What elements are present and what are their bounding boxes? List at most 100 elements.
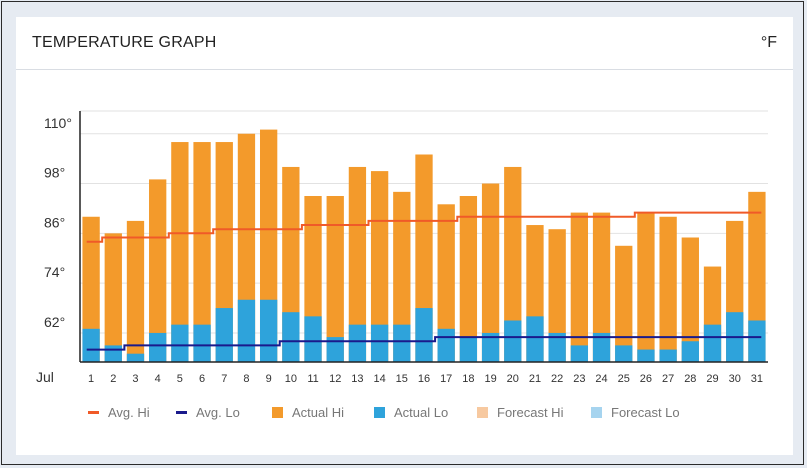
x-tick-label: 16: [418, 373, 430, 385]
x-tick-label: 8: [243, 373, 249, 385]
x-tick-label: 20: [507, 373, 519, 385]
actual-lo-bar: [82, 328, 100, 362]
x-tick-label: 7: [221, 373, 227, 385]
y-tick-label: 62°: [44, 314, 65, 330]
actual-lo-bar: [237, 299, 256, 362]
x-tick-label: 31: [751, 373, 763, 385]
actual-hi-bar: [171, 142, 189, 362]
x-axis-month-label: Jul: [36, 369, 54, 385]
actual-lo-bar: [637, 349, 655, 362]
actual-lo-bar: [104, 345, 122, 362]
temperature-chart: 62°74°86°98°110°Jul 1 2 3 4 5 6 7 8 9 10 11 12 13 14 15…: [36, 110, 768, 385]
actual-hi-bar: [592, 212, 611, 362]
x-tick-label: 11: [307, 373, 318, 385]
actual-lo-bar: [326, 337, 344, 362]
x-tick-label: 10: [285, 373, 297, 385]
actual-hi-bar: [637, 212, 655, 362]
actual-hi-bar: [681, 237, 699, 362]
actual-hi-bar: [193, 142, 211, 362]
actual-lo-bar: [282, 312, 300, 362]
actual-lo-bar: [171, 324, 189, 362]
x-tick-label: 15: [396, 373, 408, 385]
x-tick-label: 23: [573, 373, 585, 385]
actual-lo-bar: [548, 332, 566, 362]
x-tick-label: 9: [266, 373, 272, 385]
actual-hi-bar: [459, 196, 478, 362]
legend-swatch: [477, 407, 488, 418]
x-tick-label: 24: [595, 373, 607, 385]
x-tick-label: 18: [462, 373, 474, 385]
y-tick-label: 110°: [44, 115, 72, 131]
actual-lo-bar: [415, 308, 433, 362]
y-tick-label: 98°: [44, 165, 65, 181]
actual-hi-bar: [659, 216, 677, 362]
legend-label: Actual Lo: [394, 405, 449, 420]
actual-lo-bar: [570, 345, 589, 362]
legend-label: Forecast Lo: [611, 405, 680, 420]
actual-hi-bar: [348, 166, 367, 362]
header-divider: [16, 69, 793, 70]
legend-label: Forecast Hi: [497, 405, 564, 420]
x-tick-label: 26: [640, 373, 652, 385]
chart-legend: Avg. Hi Avg. Lo Actual Hi Actual Lo Forecast…: [16, 405, 793, 425]
legend-item[interactable]: Actual Hi: [272, 405, 344, 420]
legend-item[interactable]: Avg. Lo: [176, 405, 240, 420]
actual-lo-bar: [193, 324, 211, 362]
legend-swatch: [374, 407, 385, 418]
actual-hi-bar: [570, 212, 589, 362]
legend-label: Avg. Hi: [108, 405, 150, 420]
actual-hi-bar: [615, 245, 633, 362]
x-tick-label: 27: [662, 373, 674, 385]
legend-item[interactable]: Forecast Lo: [591, 405, 680, 420]
actual-lo-bar: [215, 308, 233, 362]
actual-lo-bar: [437, 328, 455, 362]
x-tick-label: 17: [440, 373, 452, 385]
x-tick-label: 22: [551, 373, 563, 385]
legend-item[interactable]: Avg. Hi: [88, 405, 150, 420]
legend-swatch: [591, 407, 602, 418]
actual-hi-bar: [104, 233, 122, 362]
actual-hi-bar: [437, 204, 455, 362]
x-tick-label: 6: [199, 373, 205, 385]
x-tick-label: 29: [706, 373, 718, 385]
legend-item[interactable]: Forecast Hi: [477, 405, 563, 420]
actual-lo-bar: [149, 332, 167, 362]
x-tick-label: 4: [155, 373, 161, 385]
actual-hi-bar: [504, 166, 522, 362]
x-tick-label: 30: [729, 373, 741, 385]
x-tick-label: 28: [684, 373, 696, 385]
x-tick-label: 21: [529, 373, 541, 385]
x-tick-label: 12: [329, 373, 341, 385]
x-tick-label: 2: [110, 373, 116, 385]
actual-hi-bar: [126, 220, 145, 362]
actual-lo-bar: [615, 345, 633, 362]
y-tick-label: 74°: [44, 264, 65, 280]
avg-lo-line: [86, 336, 762, 351]
actual-lo-bar: [592, 332, 611, 362]
legend-label: Actual Hi: [292, 405, 345, 420]
legend-item[interactable]: Actual Lo: [374, 405, 448, 420]
legend-swatch: [272, 407, 283, 418]
actual-hi-bar: [548, 229, 566, 362]
avg-hi-line: [86, 211, 762, 243]
temperature-graph-card: TEMPERATURE GRAPH °F 62° 74° 86° 98° 110° Jul…: [16, 17, 793, 455]
x-tick-label: 3: [132, 373, 138, 385]
x-tick-label: 14: [373, 373, 385, 385]
x-tick-label: 19: [484, 373, 496, 385]
actual-hi-bar: [393, 191, 411, 362]
actual-lo-bar: [126, 353, 145, 362]
actual-hi-bar: [326, 196, 344, 362]
actual-hi-bar: [82, 216, 100, 362]
x-tick-label: 13: [351, 373, 363, 385]
actual-lo-bar: [370, 324, 389, 362]
legend-swatch: [88, 411, 99, 414]
unit-toggle[interactable]: °F: [760, 34, 777, 51]
actual-lo-bar: [304, 316, 322, 362]
actual-lo-bar: [259, 299, 278, 362]
actual-hi-bar: [215, 142, 233, 362]
actual-lo-bar: [703, 324, 722, 362]
actual-lo-bar: [393, 324, 411, 362]
actual-hi-bar: [149, 179, 167, 362]
actual-lo-bar: [681, 341, 699, 362]
